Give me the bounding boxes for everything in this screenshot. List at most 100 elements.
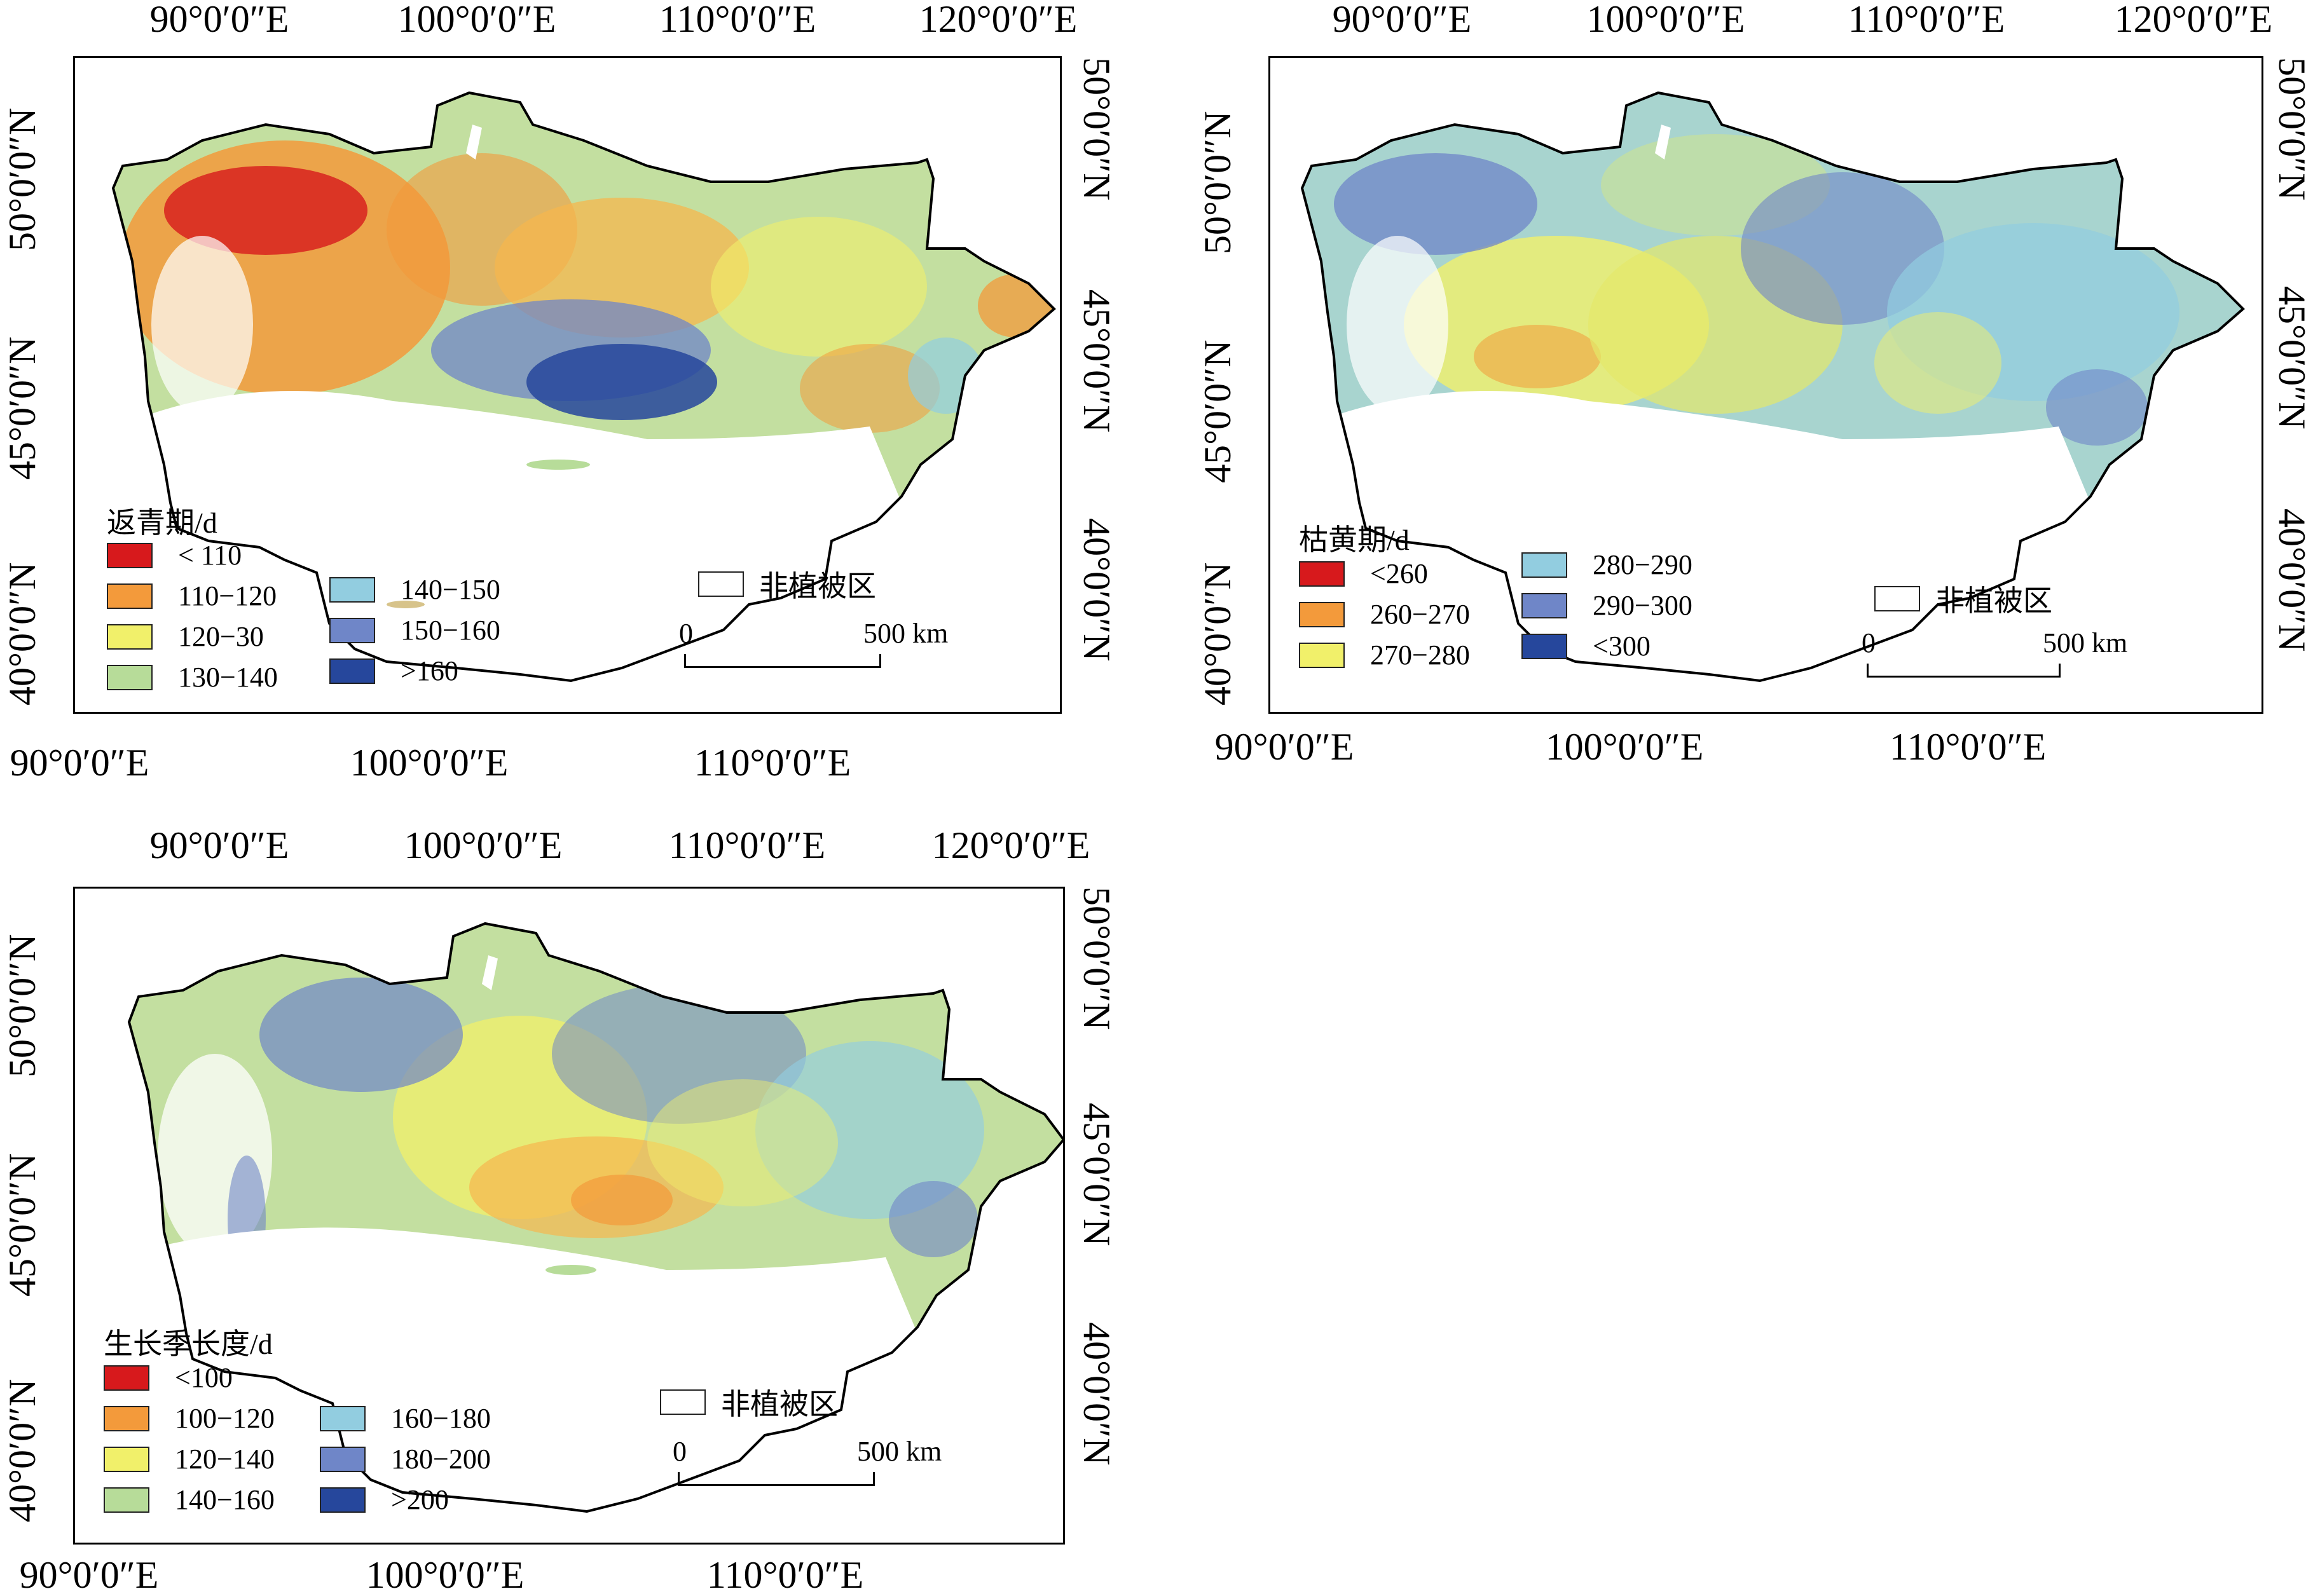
lat-tick-left: 45°0′0″N xyxy=(1197,339,1239,483)
scale-zero: 0 xyxy=(1862,627,1876,658)
lat-tick-left: 40°0′0″N xyxy=(1,1379,43,1522)
legend-label: 290−300 xyxy=(1593,590,1692,621)
legend-item: 150−160 xyxy=(329,614,500,646)
map-frame: 返青期/d < 110 110−120 120−30 130−140 140−1… xyxy=(73,56,1062,714)
legend-item: >200 xyxy=(320,1483,449,1516)
non-vegetation-label: 非植被区 xyxy=(721,1388,838,1421)
lon-tick-top: 100°0′0″E xyxy=(397,0,556,40)
mongolia-map xyxy=(1300,91,2245,683)
scale-line xyxy=(1867,664,2061,678)
non-vegetation-legend: 非植被区 xyxy=(698,563,876,605)
non-vegetation-label: 非植被区 xyxy=(759,570,876,603)
lon-tick-top: 90°0′0″E xyxy=(1332,0,1472,40)
legend-label: <100 xyxy=(175,1362,233,1393)
legend-swatch xyxy=(107,624,153,650)
non-vegetation-label: 非植被区 xyxy=(1935,585,2052,617)
legend-item: >160 xyxy=(329,655,458,687)
legend-swatch xyxy=(329,576,375,603)
legend-label: <300 xyxy=(1593,631,1651,662)
legend-swatch xyxy=(107,664,153,690)
legend-item: <100 xyxy=(104,1361,233,1394)
legend-item: 140−160 xyxy=(104,1483,275,1516)
legend-item: 280−290 xyxy=(1521,549,1692,581)
scale-max: 500 km xyxy=(863,618,949,649)
lon-tick-bottom: 90°0′0″E xyxy=(10,742,149,784)
legend-swatch xyxy=(1299,642,1345,668)
legend-item: 100−120 xyxy=(104,1402,275,1435)
lat-tick-right: 50°0′0″N xyxy=(2271,57,2313,201)
legend-swatch xyxy=(698,571,744,597)
lat-tick-left: 45°0′0″N xyxy=(1,336,43,480)
legend-item: 120−140 xyxy=(104,1443,275,1475)
panel-growing-season: 90°0′0″E 100°0′0″E 110°0′0″E 120°0′0″E xyxy=(0,826,1119,1595)
legend-label: 140−150 xyxy=(401,574,500,605)
legend: 返青期/d < 110 110−120 120−30 130−140 140−1… xyxy=(107,500,552,703)
legend-label: <260 xyxy=(1370,558,1428,589)
legend-label: 120−30 xyxy=(178,621,264,652)
legend-swatch xyxy=(329,617,375,643)
legend-item: 160−180 xyxy=(320,1402,491,1435)
legend-swatch xyxy=(107,542,153,568)
legend-label: 110−120 xyxy=(178,580,277,611)
legend-swatch xyxy=(320,1405,366,1431)
legend-swatch xyxy=(1521,633,1567,659)
legend-label: 180−200 xyxy=(391,1443,491,1475)
legend-item: 270−280 xyxy=(1299,639,1470,671)
lat-tick-right: 45°0′0″N xyxy=(2271,286,2313,430)
lat-tick-right: 50°0′0″N xyxy=(1076,887,1118,1030)
legend-swatch xyxy=(104,1365,149,1391)
legend-label: 270−280 xyxy=(1370,639,1470,671)
lat-tick-right: 45°0′0″N xyxy=(1076,1103,1118,1246)
lat-tick-left: 40°0′0″N xyxy=(1197,562,1239,706)
scale-max: 500 km xyxy=(2043,627,2128,658)
map-frame: 枯黄期/d <260 260−270 270−280 280−290 290−3… xyxy=(1268,56,2263,714)
map-frame: 生长季长度/d <100 100−120 120−140 140−160 160… xyxy=(73,887,1065,1545)
legend-label: 120−140 xyxy=(175,1443,275,1475)
scale-zero: 0 xyxy=(673,1436,687,1467)
scale-bar: 0 500 km xyxy=(679,617,948,687)
legend-swatch xyxy=(107,583,153,609)
legend-item: 130−140 xyxy=(107,661,278,693)
legend-title: 生长季长度/d xyxy=(104,1328,273,1360)
lat-tick-right: 40°0′0″N xyxy=(1076,518,1118,662)
legend-swatch xyxy=(1299,561,1345,587)
lat-tick-left: 40°0′0″N xyxy=(1,562,43,706)
lon-tick-top: 100°0′0″E xyxy=(1586,0,1745,40)
legend-item: <260 xyxy=(1299,557,1428,590)
lon-tick-bottom: 90°0′0″E xyxy=(19,1554,159,1596)
lat-tick-right: 40°0′0″N xyxy=(1076,1322,1118,1466)
legend-item: 180−200 xyxy=(320,1443,491,1475)
lon-tick-top: 110°0′0″E xyxy=(659,0,816,40)
lon-tick-bottom: 100°0′0″E xyxy=(1545,726,1704,768)
scale-bar: 0 500 km xyxy=(673,1435,942,1505)
lon-tick-bottom: 110°0′0″E xyxy=(1889,726,2047,768)
legend-swatch xyxy=(660,1389,706,1415)
legend-label: 280−290 xyxy=(1593,549,1692,580)
legend-swatch xyxy=(1521,552,1567,578)
legend-swatch xyxy=(1874,586,1920,611)
lat-tick-left: 50°0′0″N xyxy=(1,107,43,251)
legend-swatch xyxy=(320,1487,366,1513)
lat-tick-left: 50°0′0″N xyxy=(1197,111,1239,254)
legend-label: 130−140 xyxy=(178,662,278,693)
legend-swatch xyxy=(104,1446,149,1472)
legend-swatch xyxy=(320,1446,366,1472)
lon-tick-top: 90°0′0″E xyxy=(149,0,289,40)
legend: 生长季长度/d <100 100−120 120−140 140−160 160… xyxy=(104,1321,549,1537)
panel-senescence: 90°0′0″E 100°0′0″E 110°0′0″E 120°0′0″E xyxy=(1195,0,2313,795)
non-vegetation-legend: 非植被区 xyxy=(1874,578,2052,620)
lat-tick-left: 45°0′0″N xyxy=(1,1153,43,1297)
lat-tick-right: 50°0′0″N xyxy=(1076,57,1118,201)
legend-label: < 110 xyxy=(178,540,242,571)
lon-tick-bottom: 100°0′0″E xyxy=(350,742,509,784)
legend-title: 返青期/d xyxy=(107,507,217,539)
legend-swatch xyxy=(104,1487,149,1513)
lon-tick-top: 120°0′0″E xyxy=(931,824,1090,866)
scale-zero: 0 xyxy=(679,618,693,649)
lat-tick-left: 50°0′0″N xyxy=(1,934,43,1077)
legend-label: >160 xyxy=(401,655,458,686)
lon-tick-top: 110°0′0″E xyxy=(1848,0,2005,40)
legend-item: <300 xyxy=(1521,630,1651,662)
legend-item: 290−300 xyxy=(1521,589,1692,622)
legend-item: 120−30 xyxy=(107,620,264,653)
